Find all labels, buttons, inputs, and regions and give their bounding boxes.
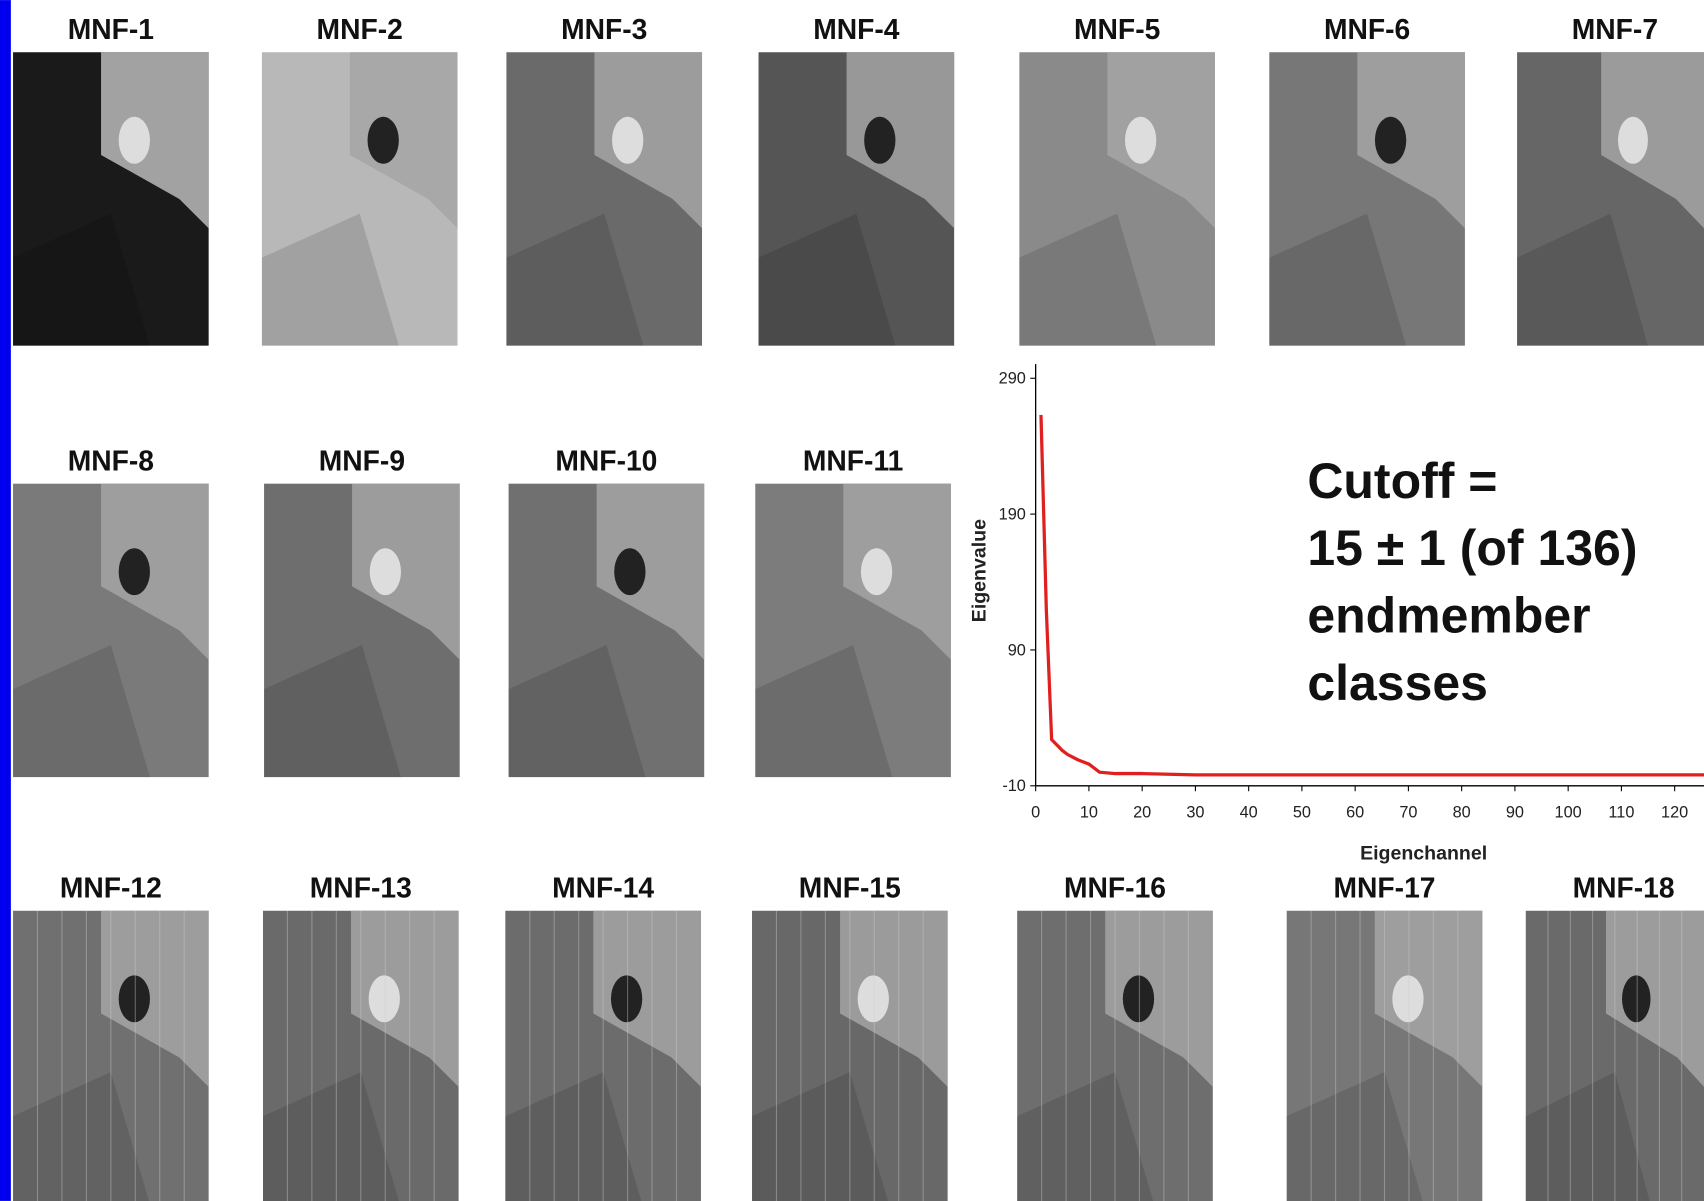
tile-feature	[614, 548, 645, 595]
image-tile	[759, 52, 955, 345]
panel-label: MNF-1	[68, 13, 154, 45]
panel-label: MNF-3	[561, 13, 647, 45]
panel-label: MNF-8	[68, 445, 154, 477]
image-tile	[264, 484, 460, 777]
x-tick-label: 50	[1293, 803, 1311, 821]
panel-label: MNF-7	[1572, 13, 1658, 45]
annotation: Cutoff =	[1307, 453, 1497, 509]
image-tile	[13, 484, 209, 777]
panel-label: MNF-6	[1324, 13, 1410, 45]
panel-label: MNF-2	[317, 13, 403, 45]
image-tile	[1019, 52, 1215, 345]
image-tile	[1017, 911, 1213, 1201]
image-tile	[13, 911, 209, 1201]
tile-feature	[1125, 117, 1156, 164]
image-tile	[13, 52, 209, 345]
y-tick-label: -10	[1002, 777, 1026, 795]
tile-feature	[611, 975, 642, 1022]
image-tile	[505, 911, 701, 1201]
x-tick-label: 90	[1506, 803, 1524, 821]
image-tile	[262, 52, 458, 345]
image-tile	[1269, 52, 1465, 345]
tile-feature	[864, 117, 895, 164]
tile-feature	[612, 117, 643, 164]
panel-label: MNF-4	[813, 13, 900, 45]
annotation: classes	[1307, 655, 1488, 711]
tile-feature	[369, 975, 400, 1022]
image-tile	[1517, 52, 1704, 345]
tile-feature	[1375, 117, 1406, 164]
tile-feature	[119, 117, 150, 164]
image-tile	[752, 911, 948, 1201]
panel-label: MNF-15	[799, 872, 901, 904]
x-tick-label: 110	[1608, 803, 1634, 821]
x-tick-label: 70	[1399, 803, 1417, 821]
image-tile	[1526, 911, 1704, 1201]
x-tick-label: 120	[1661, 803, 1688, 821]
x-axis-label: Eigenchannel	[1360, 843, 1487, 865]
panel-label: MNF-10	[555, 445, 657, 477]
x-tick-label: 100	[1555, 803, 1582, 821]
x-tick-label: 40	[1240, 803, 1258, 821]
panel-label: MNF-16	[1064, 872, 1166, 904]
tile-feature	[1392, 975, 1423, 1022]
panel-label: MNF-14	[552, 872, 654, 904]
x-tick-label: 20	[1133, 803, 1151, 821]
tile-feature	[119, 975, 150, 1022]
x-tick-label: 80	[1453, 803, 1471, 821]
image-tile	[509, 484, 705, 777]
annotation: 15 ± 1 (of 136)	[1307, 520, 1637, 576]
x-tick-label: 60	[1346, 803, 1364, 821]
image-tile	[263, 911, 459, 1201]
annotation: endmember	[1307, 588, 1590, 644]
panel-label: MNF-9	[319, 445, 405, 477]
panel-label: MNF-18	[1573, 872, 1675, 904]
panel-label: MNF-11	[803, 445, 903, 477]
panel-label: MNF-12	[60, 872, 162, 904]
tile-feature	[370, 548, 401, 595]
tile-feature	[368, 117, 399, 164]
panel-label: MNF-13	[310, 872, 412, 904]
x-tick-label: 0	[1031, 803, 1040, 821]
figure: MNF-1 MNF-2 MNF-3 MNF-4 MNF-5 MNF-6 MNF-7 MNF-8…	[0, 0, 1704, 1201]
panel-label: MNF-5	[1074, 13, 1160, 45]
tile-feature	[119, 548, 150, 595]
panel-label: MNF-17	[1333, 872, 1435, 904]
y-tick-label: 190	[999, 506, 1026, 524]
tile-feature	[1123, 975, 1154, 1022]
image-tile	[506, 52, 702, 345]
side-strip	[0, 0, 11, 1201]
tile-feature	[1618, 117, 1648, 164]
y-tick-label: 290	[999, 370, 1026, 388]
image-tile	[755, 484, 951, 777]
tile-feature	[1622, 975, 1651, 1022]
tile-feature	[858, 975, 889, 1022]
image-tile	[1287, 911, 1483, 1201]
y-tick-label: 90	[1008, 641, 1026, 659]
x-tick-label: 10	[1080, 803, 1098, 821]
y-axis-label: Eigenvalue	[969, 519, 991, 622]
tile-feature	[861, 548, 892, 595]
x-tick-label: 30	[1186, 803, 1204, 821]
